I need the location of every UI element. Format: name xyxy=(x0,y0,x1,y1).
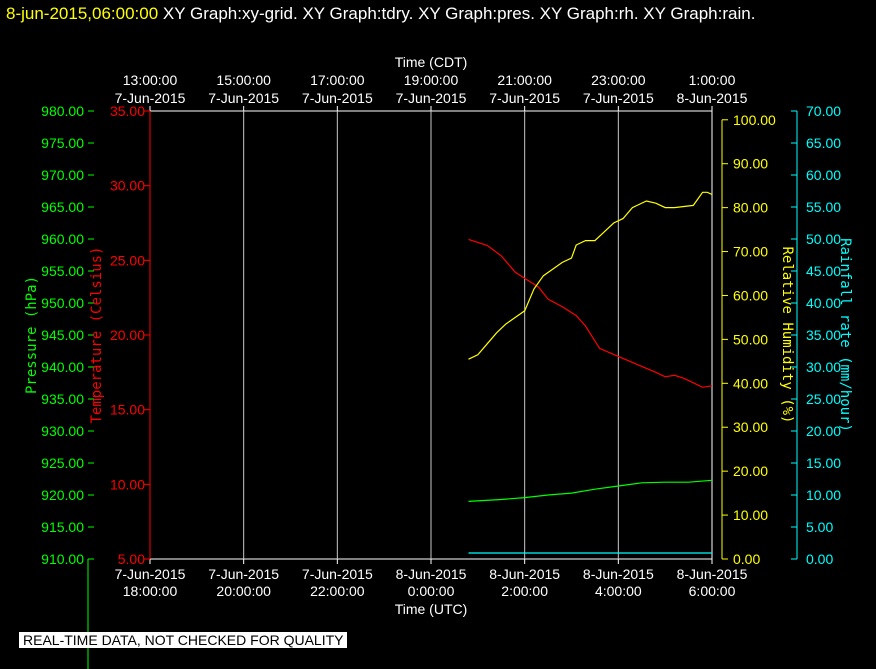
humidity-axis-title: Relative Humidity (%) xyxy=(779,246,795,423)
pressure-tick-label: 980.00 xyxy=(41,103,84,119)
x-tick-label-utc-date: 8-Jun-2015 xyxy=(583,566,654,582)
header-title-pres: XY Graph:pres. xyxy=(418,4,535,23)
series-line-rh xyxy=(468,191,713,360)
chart-header: 8-jun-2015,06:00:00 XY Graph:xy-grid. XY… xyxy=(6,4,755,24)
temperature-tick-label: 15.00 xyxy=(110,402,145,418)
pressure-tick-label: 935.00 xyxy=(41,391,84,407)
rainfall-axis-title: Rainfall rate (mm/hour) xyxy=(837,238,853,432)
rainfall-tick-label: 10.00 xyxy=(806,487,841,503)
x-tick-label-utc-date: 8-Jun-2015 xyxy=(489,566,560,582)
series-line-tdry xyxy=(468,238,713,388)
pressure-tick-label: 940.00 xyxy=(41,359,84,375)
temperature-tick-label: 30.00 xyxy=(110,178,145,194)
humidity-tick-label: 100.00 xyxy=(733,112,776,128)
header-datetime: 8-jun-2015,06:00:00 xyxy=(6,4,159,23)
pressure-tick-label: 925.00 xyxy=(41,455,84,471)
x-top-tick-label-date: 7-Jun-2015 xyxy=(583,90,654,106)
x-top-tick-label-time: 1:00:00 xyxy=(689,72,736,88)
pressure-tick-label: 955.00 xyxy=(41,263,84,279)
x-tick-label-utc-time: 0:00:00 xyxy=(408,583,455,599)
x-tick-label-utc-time: 6:00:00 xyxy=(689,583,736,599)
rainfall-tick-label: 30.00 xyxy=(806,359,841,375)
humidity-tick-label: 80.00 xyxy=(733,200,768,216)
series-line-pres xyxy=(468,479,713,502)
humidity-tick-label: 90.00 xyxy=(733,156,768,172)
x-top-tick-label-date: 7-Jun-2015 xyxy=(208,90,279,106)
header-title-rh: XY Graph:rh. xyxy=(539,4,639,23)
pressure-axis-title: Pressure (hPa) xyxy=(24,276,40,394)
rainfall-tick-label: 65.00 xyxy=(806,135,841,151)
rainfall-tick-label: 15.00 xyxy=(806,455,841,471)
rainfall-tick-label: 25.00 xyxy=(806,391,841,407)
x-tick-label-utc-date: 7-Jun-2015 xyxy=(302,566,373,582)
pressure-tick-label: 965.00 xyxy=(41,199,84,215)
rainfall-tick-label: 70.00 xyxy=(806,103,841,119)
x-tick-label-utc-time: 22:00:00 xyxy=(310,583,365,599)
quality-notice: REAL-TIME DATA, NOT CHECKED FOR QUALITY xyxy=(19,632,348,648)
temperature-tick-label: 35.00 xyxy=(110,103,145,119)
humidity-tick-label: 50.00 xyxy=(733,331,768,347)
x-tick-label-utc-date: 8-Jun-2015 xyxy=(396,566,467,582)
rainfall-tick-label: 60.00 xyxy=(806,167,841,183)
humidity-tick-label: 10.00 xyxy=(733,507,768,523)
x-tick-label-utc-date: 8-Jun-2015 xyxy=(677,566,748,582)
x-tick-label-utc-date: 7-Jun-2015 xyxy=(115,566,186,582)
temperature-tick-label: 10.00 xyxy=(110,476,145,492)
header-title-tdry: XY Graph:tdry. xyxy=(302,4,414,23)
pressure-tick-label: 960.00 xyxy=(41,231,84,247)
temperature-tick-label: 5.00 xyxy=(118,551,145,567)
humidity-tick-label: 70.00 xyxy=(733,244,768,260)
x-axis-label-cdt: Time (CDT) xyxy=(395,54,468,70)
temperature-axis-title: Temperature (Celsius) xyxy=(89,246,105,423)
x-tick-label-utc-time: 20:00:00 xyxy=(216,583,271,599)
header-title-rain: XY Graph:rain. xyxy=(643,4,756,23)
temperature-tick-label: 20.00 xyxy=(110,327,145,343)
x-top-tick-label-date: 7-Jun-2015 xyxy=(396,90,467,106)
x-top-tick-label-time: 19:00:00 xyxy=(404,72,459,88)
rainfall-tick-label: 5.00 xyxy=(806,519,833,535)
humidity-tick-label: 60.00 xyxy=(733,287,768,303)
x-tick-label-utc-time: 18:00:00 xyxy=(123,583,178,599)
x-top-tick-label-date: 7-Jun-2015 xyxy=(115,90,186,106)
rainfall-tick-label: 20.00 xyxy=(806,423,841,439)
x-axis-label-utc: Time (UTC) xyxy=(395,601,468,617)
rainfall-tick-label: 50.00 xyxy=(806,231,841,247)
x-top-tick-label-time: 17:00:00 xyxy=(310,72,365,88)
rainfall-tick-label: 0.00 xyxy=(806,551,833,567)
humidity-tick-label: 30.00 xyxy=(733,419,768,435)
temperature-tick-label: 25.00 xyxy=(110,252,145,268)
x-top-tick-label-date: 8-Jun-2015 xyxy=(677,90,748,106)
pressure-tick-label: 975.00 xyxy=(41,135,84,151)
rainfall-tick-label: 45.00 xyxy=(806,263,841,279)
x-top-tick-label-time: 13:00:00 xyxy=(123,72,178,88)
rainfall-tick-label: 55.00 xyxy=(806,199,841,215)
pressure-tick-label: 970.00 xyxy=(41,167,84,183)
pressure-tick-label: 945.00 xyxy=(41,327,84,343)
x-top-tick-label-time: 23:00:00 xyxy=(591,72,646,88)
x-top-tick-label-time: 15:00:00 xyxy=(216,72,271,88)
pressure-tick-label: 930.00 xyxy=(41,423,84,439)
header-title-grid: XY Graph:xy-grid. xyxy=(162,4,298,23)
x-tick-label-utc-time: 4:00:00 xyxy=(595,583,642,599)
pressure-tick-label: 910.00 xyxy=(41,551,84,567)
x-top-tick-label-time: 21:00:00 xyxy=(497,72,552,88)
pressure-tick-label: 915.00 xyxy=(41,519,84,535)
x-tick-label-utc-date: 7-Jun-2015 xyxy=(208,566,279,582)
x-top-tick-label-date: 7-Jun-2015 xyxy=(489,90,560,106)
pressure-tick-label: 920.00 xyxy=(41,487,84,503)
x-tick-label-utc-time: 2:00:00 xyxy=(501,583,548,599)
rainfall-tick-label: 40.00 xyxy=(806,295,841,311)
humidity-tick-label: 20.00 xyxy=(733,463,768,479)
x-top-tick-label-date: 7-Jun-2015 xyxy=(302,90,373,106)
humidity-tick-label: 0.00 xyxy=(733,551,760,567)
rainfall-tick-label: 35.00 xyxy=(806,327,841,343)
humidity-tick-label: 40.00 xyxy=(733,375,768,391)
pressure-tick-label: 950.00 xyxy=(41,295,84,311)
